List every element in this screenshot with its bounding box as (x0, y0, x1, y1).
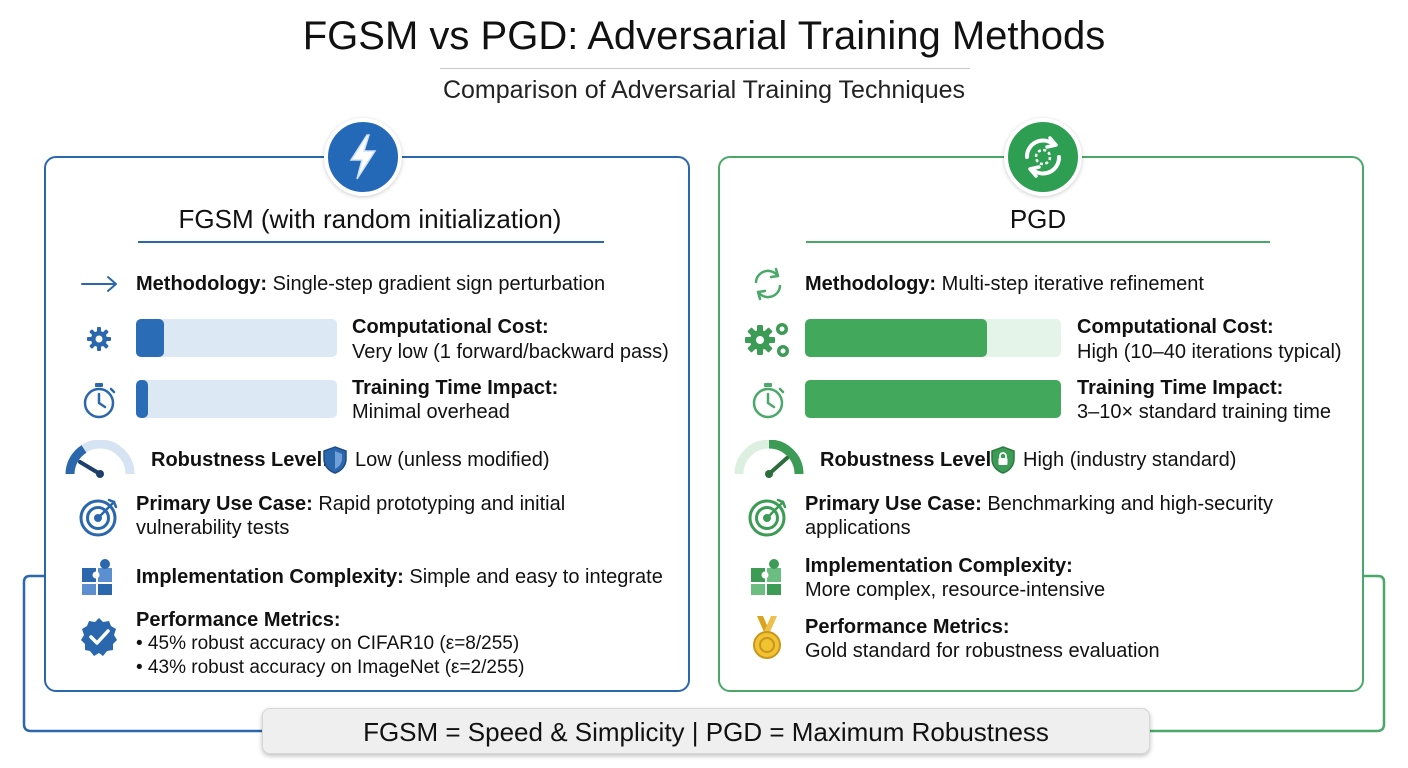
pgd-methodology: Methodology: Multi-step iterative refine… (805, 272, 1204, 296)
pgd-usecase: Primary Use Case: Benchmarking and high-… (805, 492, 1273, 516)
pgd-robustness-value: High (industry standard) (1023, 449, 1237, 471)
fgsm-complexity-value: Simple and easy to integrate (409, 566, 663, 588)
target-icon (79, 498, 118, 537)
refresh-icon (754, 267, 782, 301)
iterate-cycle-icon (1024, 136, 1062, 178)
fgsm-usecase: Primary Use Case: Rapid prototyping and … (136, 492, 565, 516)
fgsm-usecase-label: Primary Use Case: (136, 493, 313, 515)
fgsm-robustness-value: Low (unless modified) (355, 449, 550, 471)
gears-icon (745, 323, 789, 357)
fgsm-usecase-value-2: vulnerability tests (136, 517, 290, 539)
pgd-metrics-1: Gold standard for robustness evaluation (805, 640, 1160, 662)
pgd-cost-bar (805, 319, 1061, 357)
gauge-low-icon (65, 440, 135, 478)
fgsm-complexity: Implementation Complexity: Simple and ea… (136, 565, 663, 589)
puzzle-icon (82, 559, 112, 595)
pgd-time-value: 3–10× standard training time (1077, 401, 1332, 423)
stopwatch-icon (83, 383, 116, 419)
fgsm-time-label: Training Time Impact: (352, 377, 559, 399)
pgd-methodology-value: Multi-step iterative refinement (941, 273, 1204, 295)
fgsm-metrics-1: • 45% robust accuracy on CIFAR10 (ε=8/25… (136, 633, 520, 654)
fgsm-time-bar (136, 380, 337, 418)
pgd-complexity-value: More complex, resource-intensive (805, 579, 1106, 601)
pgd-usecase-value-2: applications (805, 517, 911, 539)
fgsm-usecase-value-1: Rapid prototyping and initial (318, 493, 566, 515)
fgsm-robustness-label: Robustness Level: (151, 449, 329, 471)
pgd-time-bar (805, 380, 1061, 418)
shield-lock-icon (991, 446, 1015, 474)
pgd-badge (1004, 118, 1082, 196)
fgsm-cost-bar-fill (136, 319, 165, 357)
fgsm-time-value: Minimal overhead (352, 401, 510, 423)
fgsm-cost-bar (136, 319, 337, 357)
page-title: FGSM vs PGD: Adversarial Training Method… (302, 14, 1106, 58)
stopwatch-icon (752, 383, 785, 419)
fgsm-cost-label: Computational Cost: (352, 316, 549, 338)
pgd-metrics-label: Performance Metrics: (805, 616, 1010, 638)
fgsm-methodology-value: Single-step gradient sign perturbation (272, 273, 606, 295)
gauge-high-icon (734, 440, 804, 478)
verified-badge-icon (81, 618, 117, 656)
pgd-robustness-label: Robustness Level: (820, 449, 998, 471)
fgsm-complexity-label: Implementation Complexity: (136, 566, 404, 588)
fgsm-metrics-label: Performance Metrics: (136, 609, 341, 631)
fgsm-title: FGSM (with random initialization) (178, 204, 562, 234)
title-rule (440, 68, 970, 69)
pgd-robustness: Robustness Level: (820, 448, 998, 472)
page-subtitle: Comparison of Adversarial Training Techn… (442, 76, 966, 104)
fgsm-cost-value: Very low (1 forward/backward pass) (352, 341, 669, 363)
pgd-usecase-label: Primary Use Case: (805, 493, 982, 515)
fgsm-metrics-2: • 43% robust accuracy on ImageNet (ε=2/2… (136, 657, 525, 678)
fgsm-methodology-label: Methodology: (136, 273, 268, 295)
pgd-complexity-label: Implementation Complexity: (805, 555, 1073, 577)
fgsm-panel (44, 156, 690, 692)
pgd-panel (718, 156, 1364, 692)
pgd-title-rule (806, 241, 1270, 243)
fgsm-badge (324, 118, 402, 196)
shield-icon (323, 446, 347, 474)
summary-banner: FGSM = Speed & Simplicity | PGD = Maximu… (262, 708, 1150, 754)
pgd-cost-bar-fill (805, 319, 987, 357)
target-icon (748, 498, 787, 537)
lightning-icon (349, 134, 377, 180)
pgd-title: PGD (1009, 204, 1067, 234)
pgd-methodology-label: Methodology: (805, 273, 937, 295)
pgd-time-bar-fill (805, 380, 1061, 418)
pgd-time-label: Training Time Impact: (1077, 377, 1284, 399)
fgsm-time-bar-fill (136, 380, 149, 418)
gold-medal-icon (753, 616, 781, 659)
fgsm-title-rule (138, 241, 604, 243)
puzzle-icon (751, 559, 781, 595)
fgsm-methodology: Methodology: Single-step gradient sign p… (136, 272, 605, 296)
pgd-usecase-value-1: Benchmarking and high-security (987, 493, 1274, 515)
pgd-cost-value: High (10–40 iterations typical) (1077, 341, 1342, 363)
arrow-right-icon (81, 276, 117, 292)
fgsm-robustness: Robustness Level: (151, 448, 329, 472)
gear-icon (87, 327, 111, 351)
pgd-cost-label: Computational Cost: (1077, 316, 1274, 338)
